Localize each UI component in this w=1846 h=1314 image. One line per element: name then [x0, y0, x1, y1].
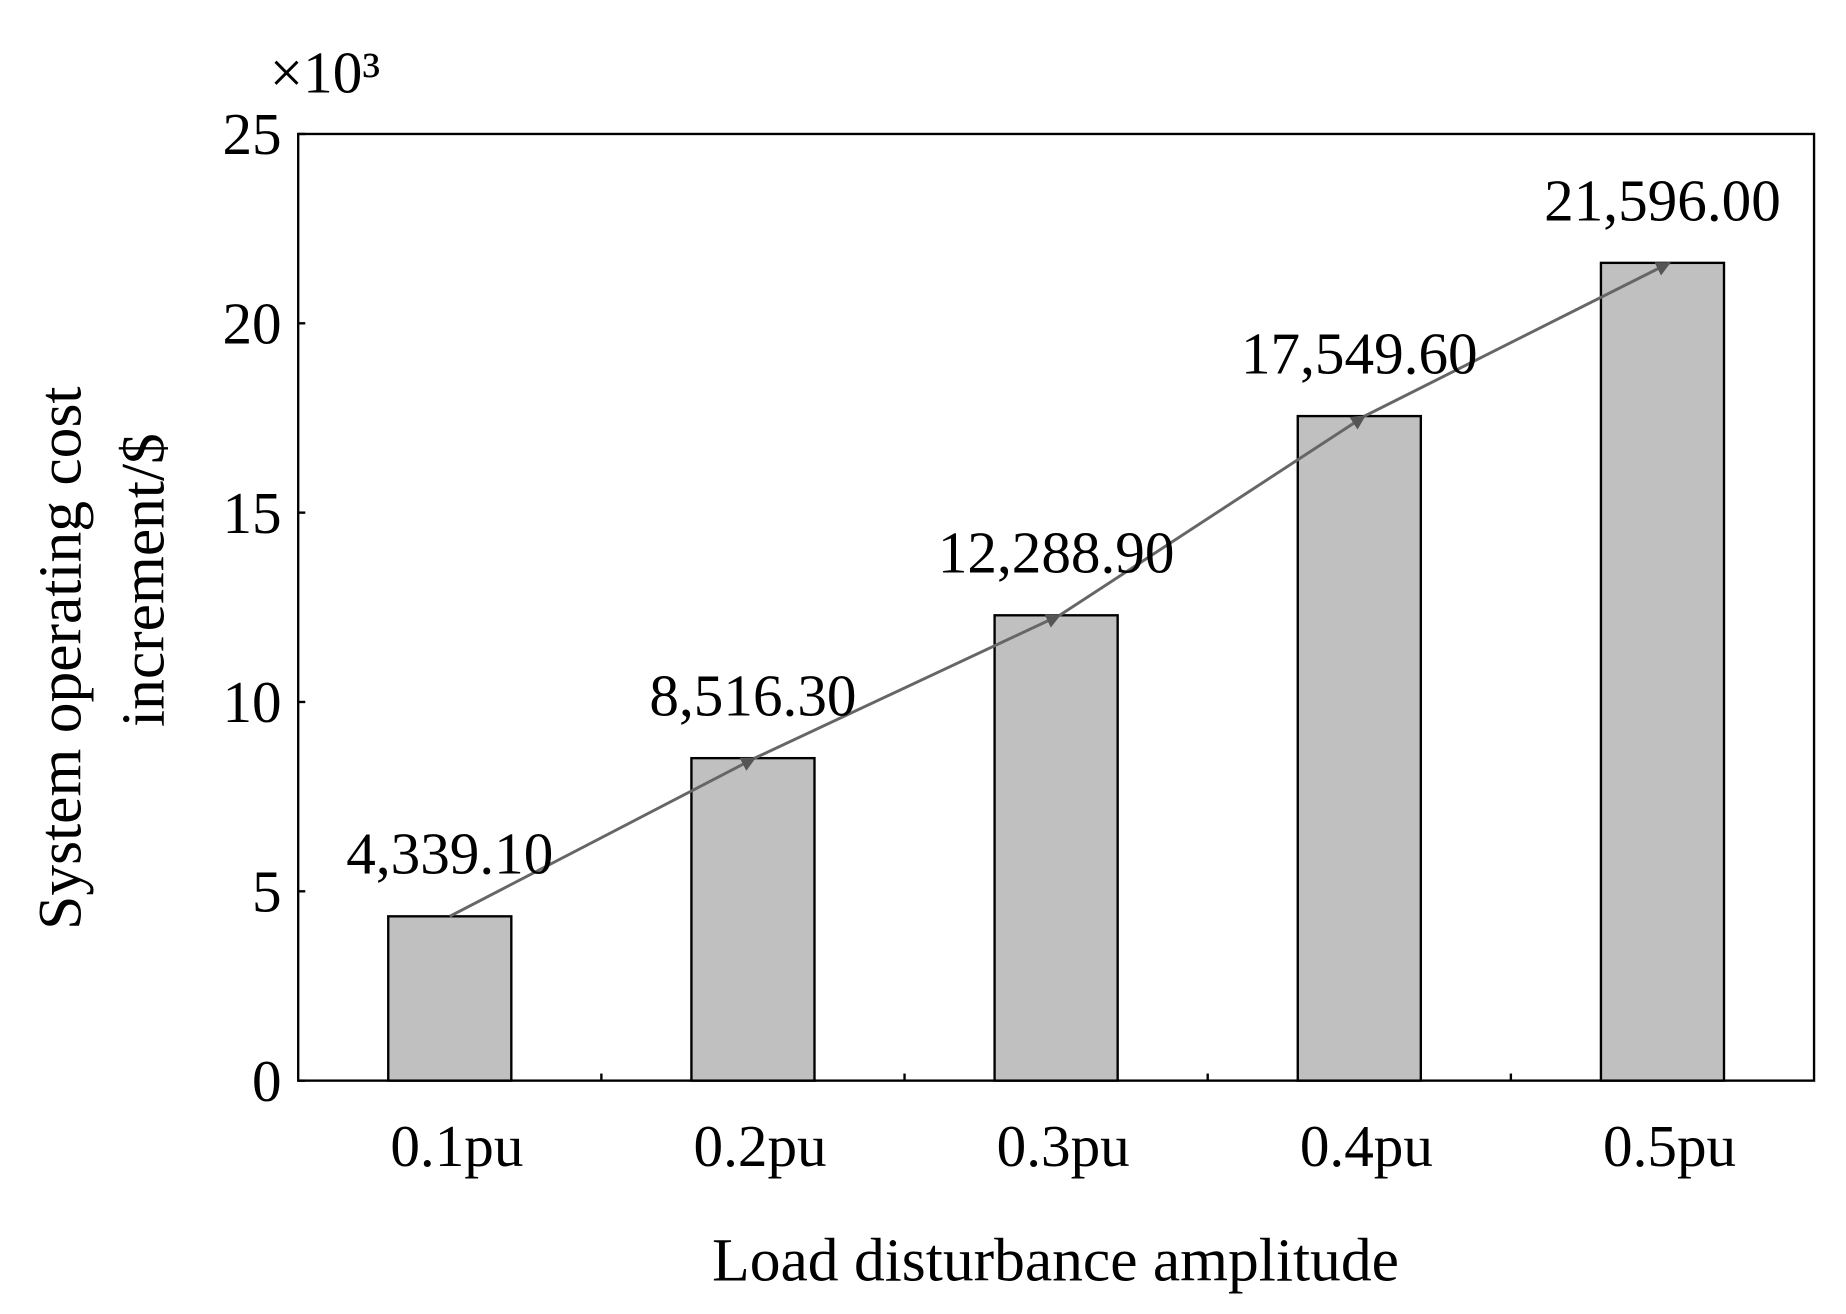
bar	[993, 614, 1119, 1082]
y-tick-label: 10	[222, 669, 281, 735]
trend-segment	[449, 756, 757, 918]
y-tick-label: 15	[222, 480, 281, 546]
y-multiplier: ×10³	[270, 40, 380, 106]
value-label: 21,596.00	[1544, 167, 1781, 233]
x-tick-label: 0.1pu	[390, 1113, 523, 1179]
bar	[690, 756, 816, 1082]
x-tick-label: 0.2pu	[694, 1113, 827, 1179]
value-label: 12,288.90	[938, 520, 1175, 586]
y-axis-title: System operating cost	[26, 387, 94, 930]
x-tick-label: 0.3pu	[997, 1113, 1130, 1179]
trend-segment	[1058, 414, 1366, 617]
trend-segment	[754, 613, 1062, 760]
value-label: 4,339.10	[346, 821, 553, 887]
x-tick-label: 0.4pu	[1300, 1113, 1433, 1179]
y-tick-label: 5	[252, 858, 282, 924]
value-label: 17,549.60	[1241, 320, 1478, 386]
y-axis-title: increment/$	[109, 433, 177, 727]
bar	[1599, 261, 1726, 1082]
bar	[387, 915, 513, 1082]
x-axis-title: Load disturbance amplitude	[712, 1227, 1399, 1295]
trend-segment	[1363, 261, 1671, 418]
x-tick-label: 0.5pu	[1603, 1113, 1736, 1179]
value-label: 8,516.30	[649, 663, 856, 729]
y-tick-label: 20	[222, 290, 281, 356]
y-tick-label: 25	[222, 101, 281, 167]
y-tick-label: 0	[252, 1048, 282, 1114]
bar	[1296, 414, 1423, 1082]
